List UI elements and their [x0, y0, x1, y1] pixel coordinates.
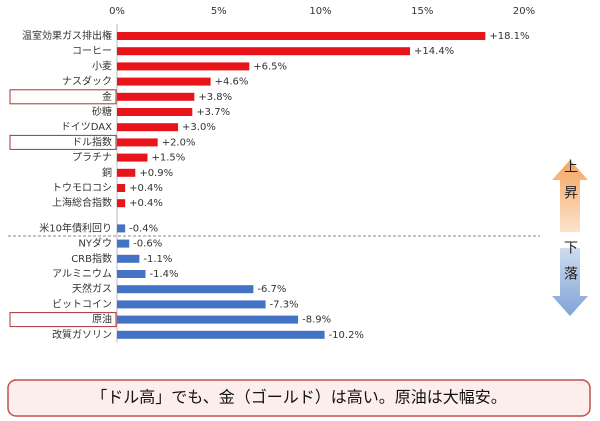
bar	[117, 199, 126, 208]
down-arrow	[552, 248, 588, 316]
bar	[117, 92, 195, 101]
y-tick-label: 上海総合指数	[52, 196, 112, 209]
y-tick-label: 金	[102, 90, 112, 103]
value-label: +3.7%	[196, 107, 230, 118]
value-label: -7.3%	[270, 299, 299, 310]
y-tick-label: ドイツDAX	[61, 122, 112, 133]
y-tick-label: 銅	[102, 166, 112, 179]
y-tick-label: NYダウ	[78, 237, 112, 250]
value-label: -1.4%	[149, 269, 178, 280]
bar	[117, 168, 136, 177]
x-tick-label: 15%	[411, 6, 433, 17]
annotation-box	[7, 379, 591, 417]
bar	[117, 285, 254, 294]
highlight-box	[9, 134, 117, 150]
value-label: +18.1%	[489, 31, 529, 42]
x-tick-label: 0%	[109, 6, 125, 17]
value-label: +0.4%	[129, 183, 163, 194]
value-label: +3.8%	[198, 92, 232, 103]
bar	[117, 32, 486, 40]
value-label: -1.1%	[143, 254, 172, 265]
y-tick-label: ビットコイン	[52, 298, 112, 310]
value-label: +4.6%	[215, 77, 249, 88]
highlight-box	[9, 312, 117, 328]
y-tick-label: 原油	[92, 313, 112, 326]
y-tick-label: 温室効果ガス排出権	[22, 29, 112, 42]
y-tick-label: トウモロコシ	[52, 182, 112, 194]
x-tick-label: 10%	[309, 6, 331, 17]
value-label: +6.5%	[253, 61, 287, 72]
bar	[117, 300, 266, 309]
value-label: -10.2%	[329, 330, 364, 341]
y-tick-label: プラチナ	[72, 152, 112, 164]
legend-label: 上昇	[562, 159, 578, 211]
bar	[117, 270, 146, 278]
value-label: -0.6%	[133, 239, 162, 250]
bar	[117, 77, 211, 86]
value-label: +0.9%	[139, 168, 173, 179]
x-tick-label: 5%	[211, 6, 227, 17]
value-label: -0.4%	[129, 223, 158, 234]
value-label: +1.5%	[152, 153, 186, 164]
up-arrow	[552, 160, 588, 232]
bar	[117, 254, 140, 263]
value-label: +3.0%	[182, 122, 216, 133]
bar	[117, 330, 325, 339]
bar	[117, 138, 158, 147]
x-tick-label: 20%	[513, 6, 535, 17]
y-tick-label: CRB指数	[71, 252, 112, 265]
y-tick-label: 改質ガソリン	[52, 328, 112, 341]
y-tick-label: アルミニウム	[52, 268, 112, 280]
y-tick-label: 砂糖	[92, 105, 112, 118]
value-label: +0.4%	[129, 198, 163, 209]
bar	[117, 108, 193, 116]
bar	[117, 184, 126, 192]
bar	[117, 153, 148, 162]
y-tick-label: 小麦	[92, 60, 112, 72]
value-label: +2.0%	[162, 137, 196, 148]
value-label: -6.7%	[257, 284, 286, 295]
y-tick-label: コーヒー	[72, 45, 112, 57]
value-label: +14.4%	[414, 46, 454, 57]
y-tick-label: 米10年債利回り	[39, 221, 112, 234]
annotation: 「ドル高」でも、金（ゴールド）は高い。原油は大幅安。	[91, 388, 507, 407]
y-tick-label: ナスダック	[62, 75, 112, 88]
bar	[117, 224, 126, 233]
bar	[117, 315, 299, 324]
value-label: -8.9%	[302, 315, 331, 326]
y-tick-label: 天然ガス	[72, 282, 112, 295]
legend-label: 下落	[562, 240, 578, 292]
bar	[117, 62, 250, 71]
highlight-box	[9, 89, 117, 105]
y-tick-label: ドル指数	[72, 135, 112, 148]
bar	[117, 239, 130, 248]
bar	[117, 47, 411, 56]
bar	[117, 123, 179, 132]
